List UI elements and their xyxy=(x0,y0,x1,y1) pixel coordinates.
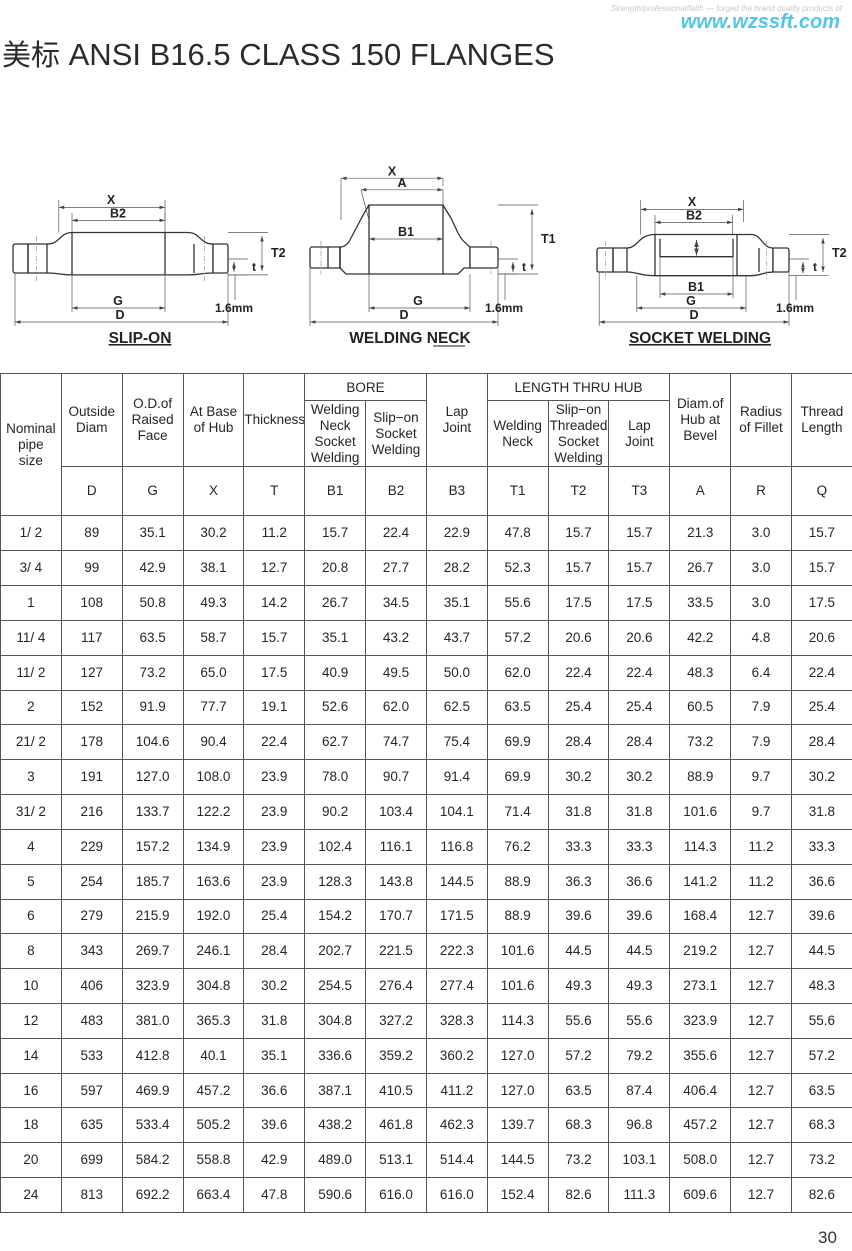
svg-text:G: G xyxy=(113,294,123,308)
svg-text:1.6mm: 1.6mm xyxy=(776,301,814,315)
svg-text:X: X xyxy=(688,195,697,209)
svg-text:G: G xyxy=(686,294,696,308)
svg-text:X: X xyxy=(388,165,397,179)
svg-text:1.6mm: 1.6mm xyxy=(215,301,253,315)
svg-text:B2: B2 xyxy=(686,209,702,223)
svg-text:X: X xyxy=(107,193,116,207)
svg-text:D: D xyxy=(399,308,408,322)
svg-text:B1: B1 xyxy=(688,280,704,294)
svg-text:t: t xyxy=(813,260,817,274)
svg-text:t: t xyxy=(252,260,256,274)
svg-text:WELDING NECK: WELDING NECK xyxy=(349,330,471,347)
svg-text:G: G xyxy=(413,294,423,308)
svg-text:T1: T1 xyxy=(541,232,556,246)
svg-text:SOCKET WELDING: SOCKET WELDING xyxy=(629,330,771,347)
svg-text:SLIP-ON: SLIP-ON xyxy=(109,330,172,347)
svg-text:D: D xyxy=(689,308,698,322)
svg-text:T2: T2 xyxy=(832,246,847,260)
svg-text:t: t xyxy=(522,260,526,274)
svg-text:D: D xyxy=(115,308,124,322)
svg-text:B2: B2 xyxy=(110,207,126,221)
svg-text:T2: T2 xyxy=(271,246,286,260)
svg-text:A: A xyxy=(397,176,406,190)
svg-text:1.6mm: 1.6mm xyxy=(485,301,523,315)
svg-text:B1: B1 xyxy=(398,225,414,239)
